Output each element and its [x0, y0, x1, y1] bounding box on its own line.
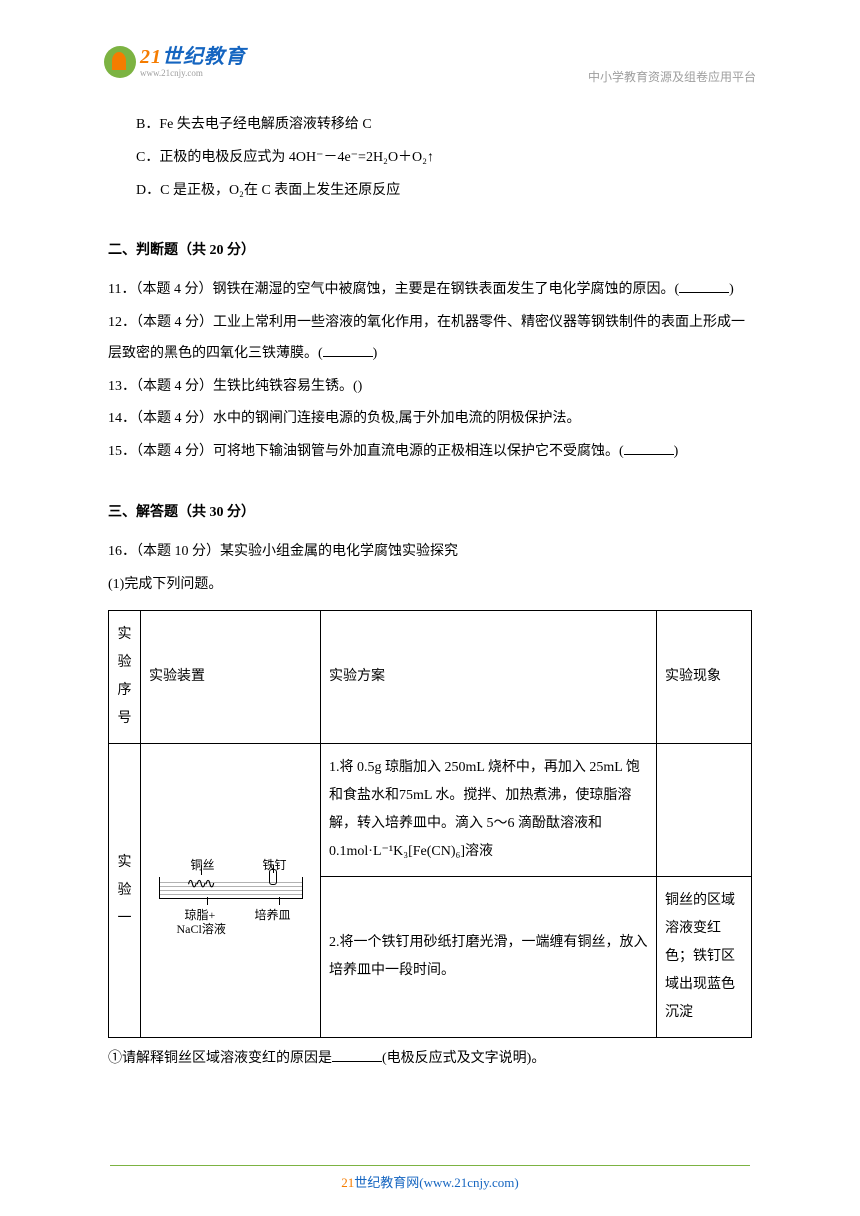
page-header: 21世纪教育 www.21cnjy.com 中小学教育资源及组卷应用平台 [0, 36, 860, 84]
question-12: 12．（本题 4 分）工业上常利用一些溶液的氧化作用，在机器零件、精密仪器等钢铁… [108, 308, 752, 370]
logo-icon [104, 46, 136, 78]
td-seq: 实验一 [109, 744, 141, 1038]
th-plan: 实验方案 [321, 611, 657, 744]
option-c: C．正极的电极反应式为 4OH⁻－4e⁻=2H₂O＋O₂↑ [108, 143, 752, 174]
footer-prefix: 21 [341, 1175, 354, 1190]
td-plan1: 1.将 0.5g 琼脂加入 250mL 烧杯中，再加入 25mL 饱和食盐水和7… [321, 744, 657, 877]
logo-text-block: 21世纪教育 www.21cnjy.com [140, 47, 246, 78]
q11-end: ) [729, 282, 734, 297]
logo-suffix: 世纪教育 [162, 46, 246, 68]
th-seq: 实验序号 [109, 611, 141, 744]
footer-divider: 21世纪教育网(www.21cnjy.com) [110, 1165, 750, 1192]
q16-bottom-text: ①请解释铜丝区域溶液变红的原因是 [108, 1051, 332, 1066]
th-seq-text: 实验序号 [117, 621, 132, 733]
td-phenom1 [657, 744, 752, 877]
question-16: 16．（本题 10 分）某实验小组金属的电化学腐蚀实验探究 [108, 537, 752, 568]
question-11: 11．（本题 4 分）钢铁在潮湿的空气中被腐蚀，主要是在钢铁表面发生了电化学腐蚀… [108, 275, 752, 306]
nail-icon [269, 869, 277, 885]
table-header-row: 实验序号 实验装置 实验方案 实验现象 [109, 611, 752, 744]
blank-15 [624, 454, 674, 455]
table-row-1: 实验一 铜丝 铁钉 ∿∿∿ 琼脂+ NaCl溶液 培养皿 [109, 744, 752, 877]
option-b: B．Fe 失去电子经电解质溶液转移给 C [108, 110, 752, 141]
q15-end: ) [674, 444, 679, 459]
blank-12 [323, 356, 373, 357]
td-phenom2: 铜丝的区域溶液变红色；铁钉区域出现蓝色沉淀 [657, 877, 752, 1038]
td-seq-text: 实验一 [117, 849, 132, 933]
question-13: 13．（本题 4 分）生铁比纯铁容易生锈。() [108, 372, 752, 403]
footer-url: (www.21cnjy.com) [419, 1175, 518, 1190]
header-right-text: 中小学教育资源及组卷应用平台 [588, 68, 756, 85]
logo-title: 21世纪教育 [140, 47, 246, 67]
content-area: B．Fe 失去电子经电解质溶液转移给 C C．正极的电极反应式为 4OH⁻－4e… [108, 110, 752, 1077]
coil-icon: ∿∿∿ [187, 871, 213, 899]
device-diagram: 铜丝 铁钉 ∿∿∿ 琼脂+ NaCl溶液 培养皿 [151, 851, 311, 931]
footer-text: 21世纪教育网(www.21cnjy.com) [341, 1175, 518, 1190]
liquid-fill [160, 879, 302, 898]
question-16-1: (1)完成下列问题。 [108, 570, 752, 601]
logo-prefix: 21 [140, 46, 162, 68]
blank-11 [679, 292, 729, 293]
section3-title: 三、解答题（共 30 分） [108, 498, 752, 529]
q11-text: 11．（本题 4 分）钢铁在潮湿的空气中被腐蚀，主要是在钢铁表面发生了电化学腐蚀… [108, 282, 679, 297]
label-nacl: NaCl溶液 [177, 917, 226, 941]
q12-text: 12．（本题 4 分）工业上常利用一些溶液的氧化作用，在机器零件、精密仪器等钢铁… [108, 315, 745, 361]
logo-url: www.21cnjy.com [140, 69, 246, 78]
question-14: 14．（本题 4 分）水中的钢闸门连接电源的负极,属于外加电流的阴极保护法。 [108, 404, 752, 435]
label-dish: 培养皿 [255, 903, 291, 927]
footer-mid: 世纪教育网 [354, 1175, 419, 1190]
th-phenom: 实验现象 [657, 611, 752, 744]
logo: 21世纪教育 www.21cnjy.com [104, 46, 246, 78]
td-device: 铜丝 铁钉 ∿∿∿ 琼脂+ NaCl溶液 培养皿 [141, 744, 321, 1038]
blank-16 [332, 1061, 382, 1062]
th-device: 实验装置 [141, 611, 321, 744]
page-footer: 21世纪教育网(www.21cnjy.com) [0, 1165, 860, 1192]
experiment-table: 实验序号 实验装置 实验方案 实验现象 实验一 铜丝 铁钉 ∿∿∿ [108, 610, 752, 1038]
q12-end: ) [373, 346, 378, 361]
q16-bottom-end: (电极反应式及文字说明)。 [382, 1051, 545, 1066]
section2-title: 二、判断题（共 20 分） [108, 236, 752, 267]
q16-bottom: ①请解释铜丝区域溶液变红的原因是 (电极反应式及文字说明)。 [108, 1044, 752, 1075]
question-15: 15．（本题 4 分）可将地下输油钢管与外加直流电源的正极相连以保护它不受腐蚀。… [108, 437, 752, 468]
option-d: D．C 是正极，O₂在 C 表面上发生还原反应 [108, 176, 752, 207]
td-plan2: 2.将一个铁钉用砂纸打磨光滑，一端缠有铜丝，放入培养皿中一段时间。 [321, 877, 657, 1038]
q15-text: 15．（本题 4 分）可将地下输油钢管与外加直流电源的正极相连以保护它不受腐蚀。… [108, 444, 624, 459]
